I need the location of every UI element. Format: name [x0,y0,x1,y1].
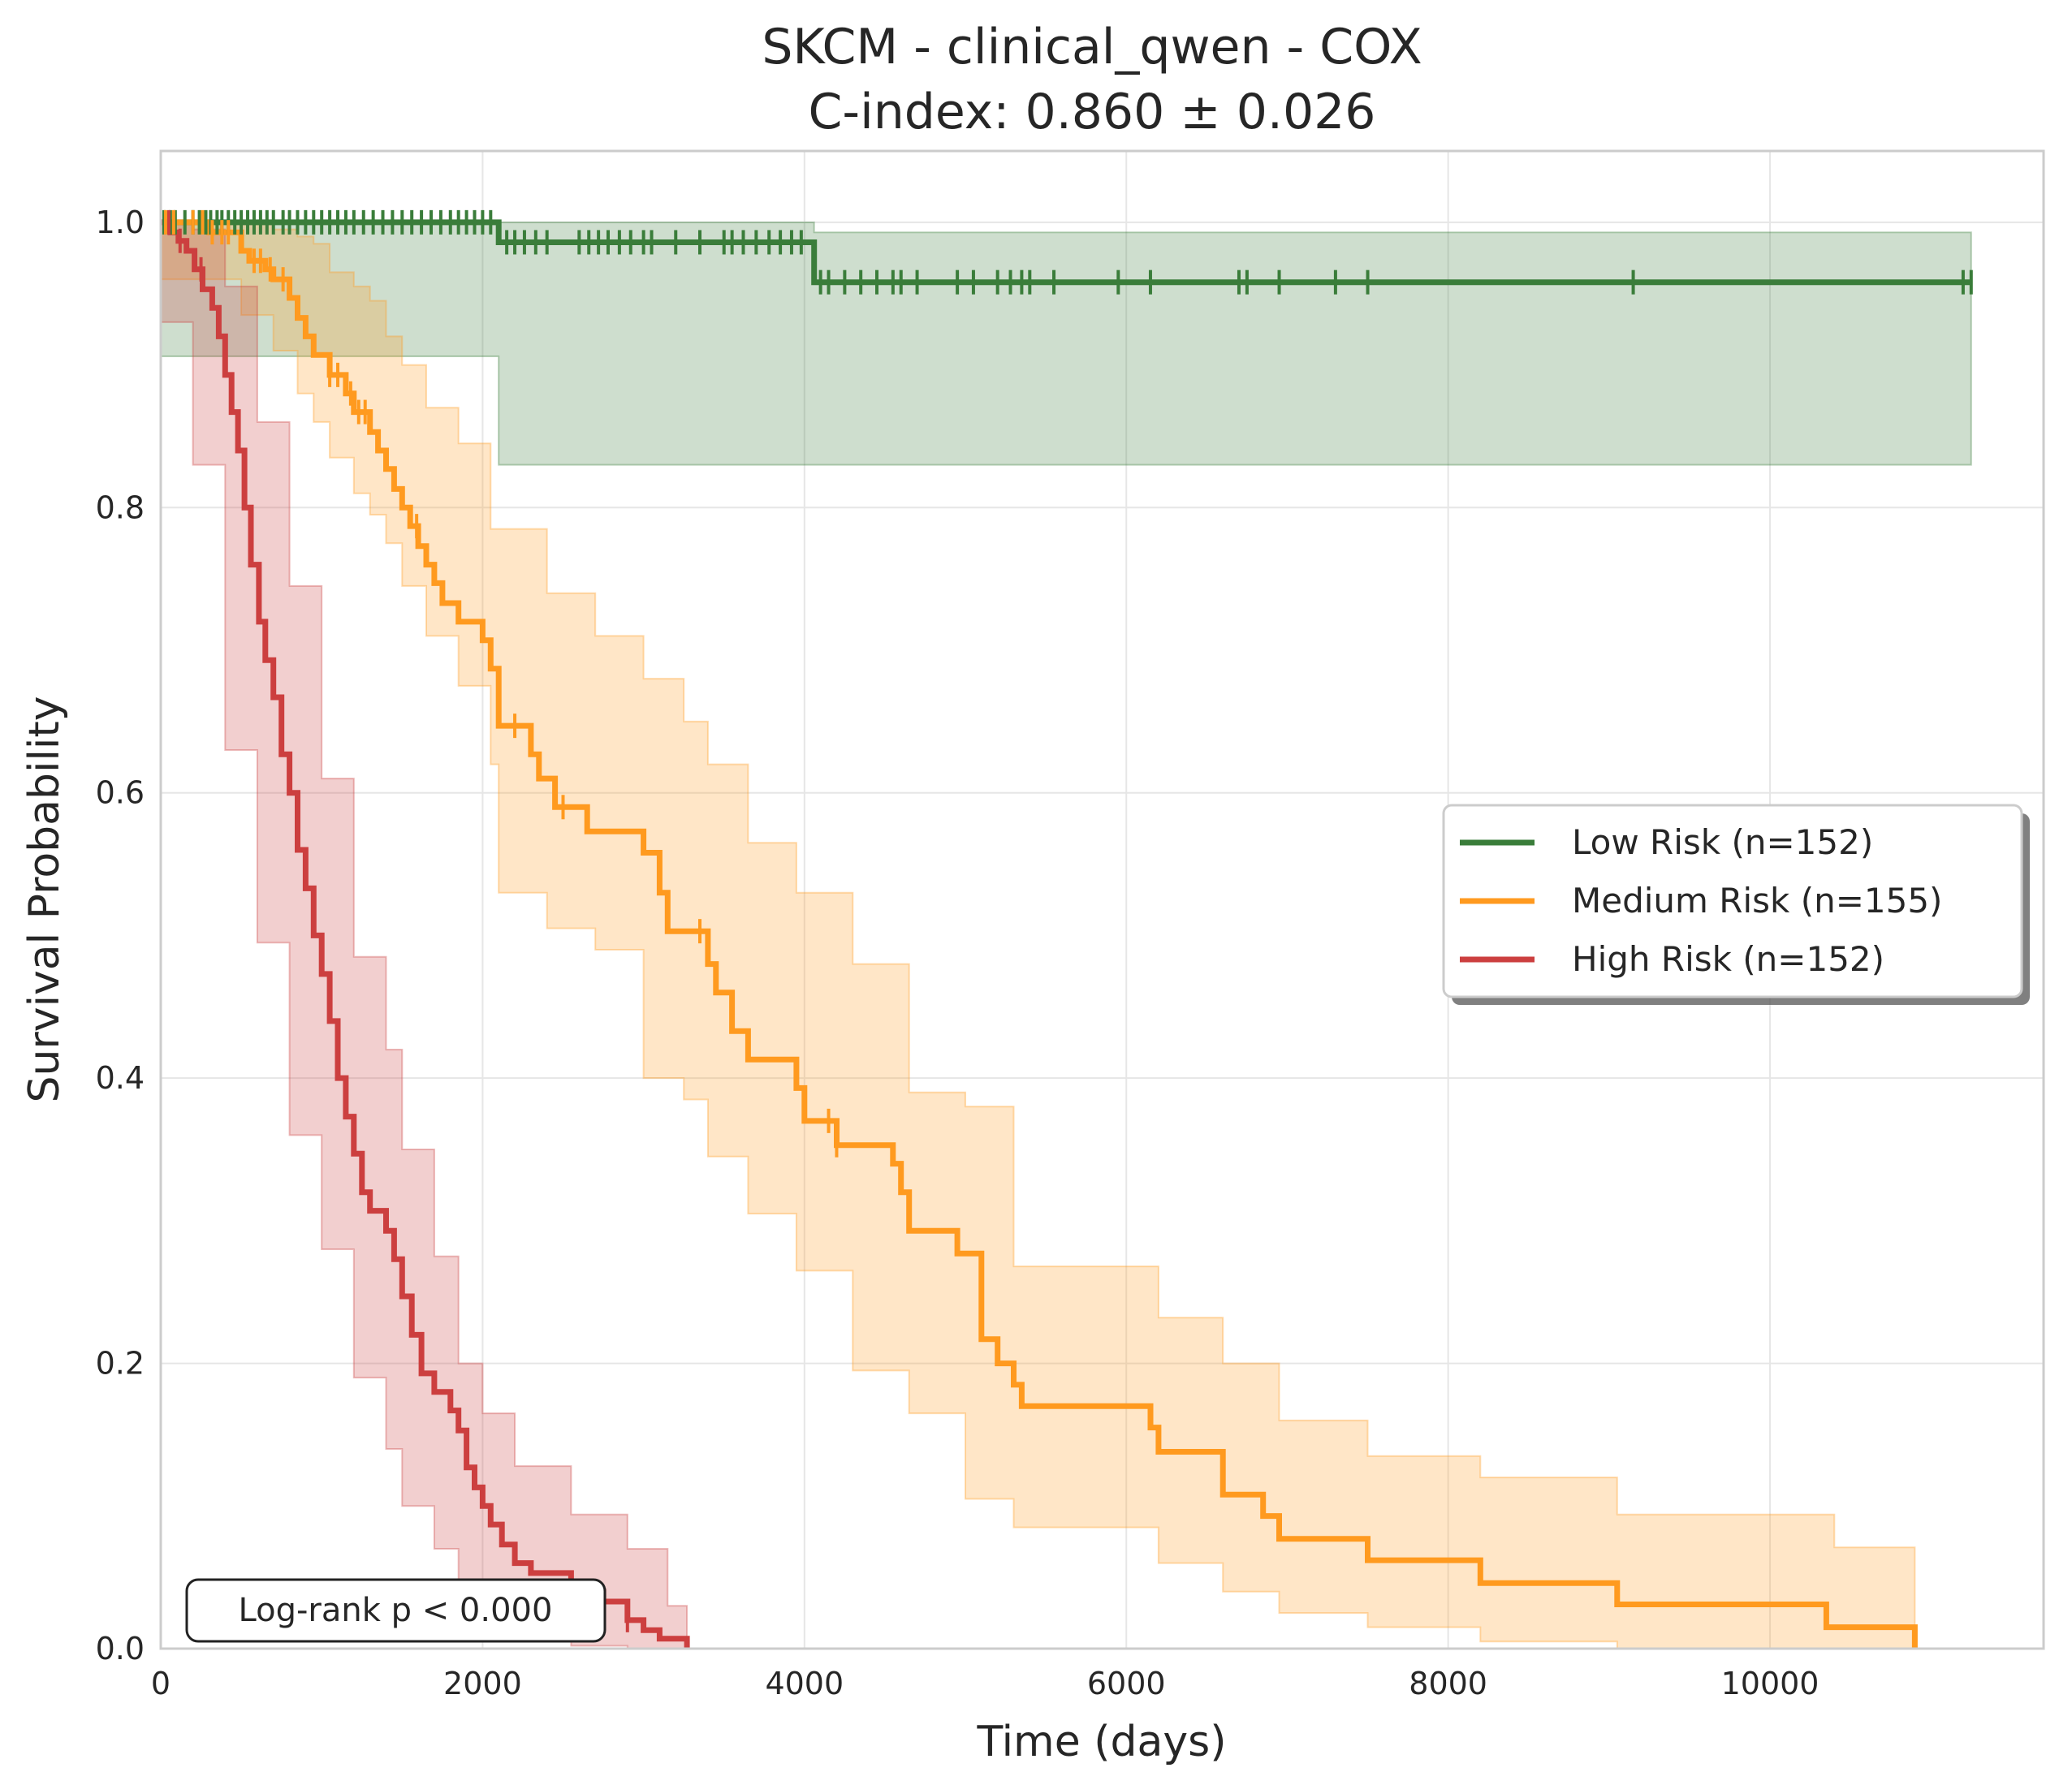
high-risk-curve [161,219,690,1649]
x-tick-label: 2000 [443,1666,522,1701]
logrank-annotation: Log-rank p < 0.000 [185,1578,606,1643]
x-tick-label: 0 [151,1666,171,1701]
legend: Low Risk (n=152) Medium Risk (n=155) High … [1442,804,2030,1005]
chart-title: SKCM - clinical_qwen - COX [762,19,1422,75]
y-tick-label: 0.0 [96,1631,145,1666]
x-axis-ticks: 0 2000 4000 6000 8000 10000 [151,1666,1819,1701]
low-risk-legend-label: Low Risk (n=152) [1572,822,1873,862]
medium-risk-legend-label: Medium Risk (n=155) [1572,881,1942,921]
x-tick-label: 10000 [1721,1666,1819,1701]
logrank-text: Log-rank p < 0.000 [239,1592,553,1629]
y-tick-label: 0.4 [96,1060,145,1096]
x-tick-label: 6000 [1087,1666,1166,1701]
x-tick-label: 4000 [765,1666,844,1701]
y-tick-label: 0.8 [96,489,145,525]
y-axis-ticks: 0.0 0.2 0.4 0.6 0.8 1.0 [96,205,145,1666]
high-risk-legend-label: High Risk (n=152) [1572,939,1884,979]
y-axis-label: Survival Probability [20,696,69,1102]
legend-box [1442,804,2023,998]
x-axis-label: Time (days) [976,1718,1226,1766]
y-tick-label: 1.0 [96,205,145,240]
chart-subtitle: C-index: 0.860 ± 0.026 [809,84,1376,140]
medium-risk-curve [161,219,1918,1649]
y-tick-label: 0.2 [96,1346,145,1382]
plot-frame [159,149,2045,1650]
y-tick-label: 0.6 [96,775,145,811]
legend-items: Low Risk (n=152) Medium Risk (n=155) High … [1460,822,1942,979]
logrank-box [185,1578,606,1643]
x-tick-label: 8000 [1409,1666,1487,1701]
